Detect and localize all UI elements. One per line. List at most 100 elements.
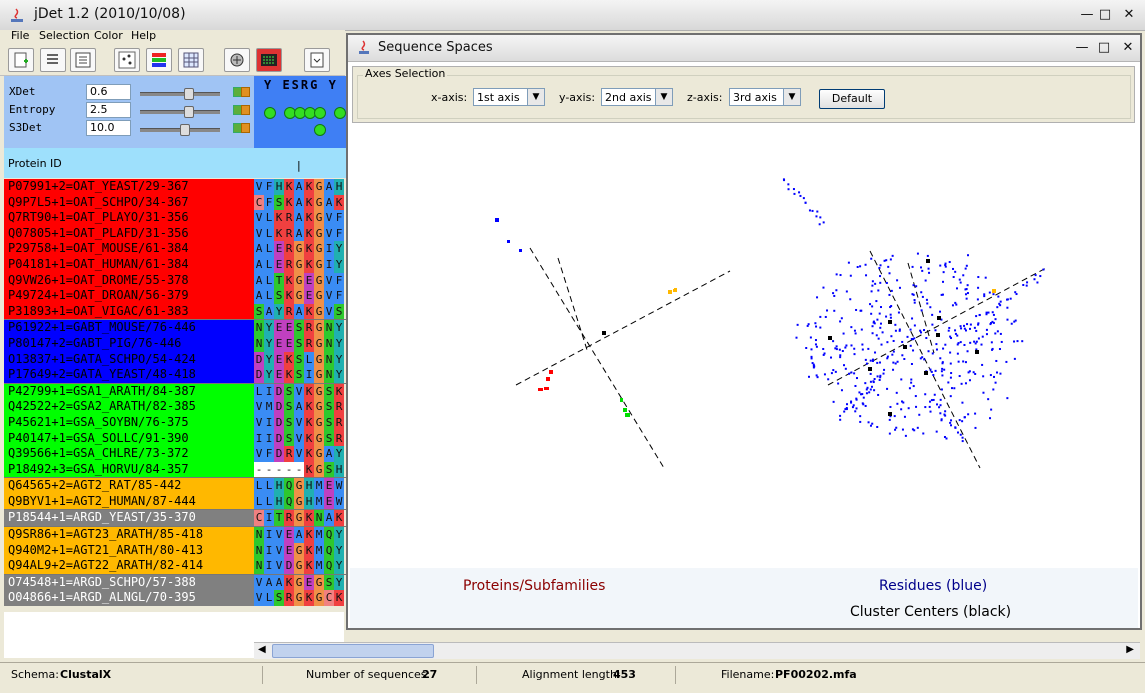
protein-id[interactable]: P18492+3=GSA_HORVU/84-357 [4, 461, 254, 478]
open-list-button[interactable] [40, 48, 66, 72]
table-row[interactable]: Q39566+1=GSA_CHLRE/73-372 V F D R V K G A Y [4, 446, 346, 462]
table-row[interactable]: P04181+1=OAT_HUMAN/61-384 A L E R G K G I Y [4, 256, 346, 273]
table-row[interactable]: P49724+1=OAT_DROAN/56-379 A L S K G E G V F [4, 288, 346, 304]
table-row[interactable]: Q64565+2=AGT2_RAT/85-442 L L H Q G H M E W [4, 478, 346, 494]
dialog-minimize-icon[interactable]: — [1075, 40, 1089, 55]
table-row[interactable]: P40147+1=GSA_SOLLC/91-390 I I D S V K G S R [4, 430, 346, 447]
s3det-slider[interactable] [140, 124, 220, 136]
xdet-slider-knob[interactable] [184, 88, 194, 100]
scroll-right-icon[interactable]: ▶ [1126, 644, 1134, 655]
table-row[interactable]: O74548+1=ARGD_SCHPO/57-388 V A A K G E G S Y [4, 574, 346, 591]
table-row[interactable]: Q94AL9+2=AGT22_ARATH/82-414 N I V D G K M Q Y [4, 558, 346, 574]
table-row[interactable]: P45621+1=GSA_SOYBN/76-375 V I D S V K G S R [4, 414, 346, 431]
tree-button[interactable] [224, 48, 250, 72]
dialog-maximize-icon[interactable]: □ [1097, 40, 1111, 55]
chevron-down-icon[interactable]: ▼ [527, 89, 544, 105]
main-title-bar[interactable]: jDet 1.2 (2010/10/08) — □ ✕ [0, 0, 1145, 31]
sequence-space-plot[interactable] [350, 123, 1138, 568]
menu-selection[interactable]: Selection [39, 29, 90, 42]
protein-id[interactable]: Q9P7L5+1=OAT_SCHPO/34-367 [4, 194, 254, 211]
scroll-left-icon[interactable]: ◀ [258, 644, 266, 655]
protein-id[interactable]: P49724+1=OAT_DROAN/56-379 [4, 288, 254, 304]
protein-id[interactable]: O74548+1=ARGD_SCHPO/57-388 [4, 574, 254, 591]
protein-id[interactable]: P18544+1=ARGD_YEAST/35-370 [4, 510, 254, 527]
protein-id[interactable]: P07991+2=OAT_YEAST/29-367 [4, 179, 254, 195]
s3det-remove-icon[interactable] [241, 123, 250, 133]
y-axis-select[interactable]: 2nd axis ▼ [601, 88, 673, 106]
table-view-button[interactable] [178, 48, 204, 72]
s3det-input[interactable]: 10.0 [86, 120, 131, 136]
table-row[interactable]: P61922+1=GABT_MOUSE/76-446 N Y E E S R G N Y [4, 320, 346, 336]
close-icon[interactable]: ✕ [1123, 7, 1135, 22]
save-list-button[interactable] [70, 48, 96, 72]
color-bars-button[interactable] [146, 48, 172, 72]
table-row[interactable]: P17649+2=GATA_YEAST/48-418 D Y E K S I G N Y [4, 367, 346, 383]
protein-id[interactable]: Q9VW26+1=OAT_DROME/55-378 [4, 272, 254, 289]
menu-color[interactable]: Color [94, 29, 123, 42]
protein-id[interactable]: P40147+1=GSA_SOLLC/91-390 [4, 430, 254, 447]
table-row[interactable]: Q07805+1=OAT_PLAFD/31-356 V L K R A K G V F [4, 225, 346, 242]
menu-file[interactable]: File [11, 29, 30, 42]
dialog-title-bar[interactable]: Sequence Spaces — □ ✕ [348, 35, 1140, 62]
table-row[interactable]: P18544+1=ARGD_YEAST/35-370 C I T R G K N A K [4, 510, 346, 527]
table-row[interactable]: Q7RT90+1=OAT_PLAYO/31-356 V L K R A K G V F [4, 210, 346, 226]
xdet-slider[interactable] [140, 88, 220, 100]
chevron-down-icon[interactable]: ▼ [655, 89, 672, 105]
export-button[interactable] [304, 48, 330, 72]
protein-id[interactable]: P31893+1=OAT_VIGAC/61-383 [4, 303, 254, 320]
entropy-input[interactable]: 2.5 [86, 102, 131, 118]
s3det-slider-knob[interactable] [180, 124, 190, 136]
protein-id[interactable]: P80147+2=GABT_PIG/76-446 [4, 335, 254, 352]
protein-id[interactable]: P04181+1=OAT_HUMAN/61-384 [4, 256, 254, 273]
x-axis-select[interactable]: 1st axis ▼ [473, 88, 545, 106]
protein-id[interactable]: P45621+1=GSA_SOYBN/76-375 [4, 414, 254, 431]
table-row[interactable]: O13837+1=GATA_SCHPO/54-424 D Y E K S L G N Y [4, 351, 346, 368]
table-row[interactable]: Q42522+2=GSA2_ARATH/82-385 V M D S A K G S R [4, 399, 346, 415]
protein-id[interactable]: Q42522+2=GSA2_ARATH/82-385 [4, 399, 254, 415]
scatter-view-button[interactable] [114, 48, 140, 72]
z-axis-select[interactable]: 3rd axis ▼ [729, 88, 801, 106]
table-row[interactable]: P07991+2=OAT_YEAST/29-367 V F H K A K G A H [4, 179, 346, 195]
protein-id[interactable]: Q64565+2=AGT2_RAT/85-442 [4, 478, 254, 494]
table-row[interactable]: O04866+1=ARGD_ALNGL/70-395 V L S R G K G C K [4, 590, 346, 607]
horizontal-scroll-thumb[interactable] [272, 644, 434, 658]
table-row[interactable]: Q9BYV1+1=AGT2_HUMAN/87-444 L L H Q G H M E W [4, 493, 346, 510]
protein-id[interactable]: O04866+1=ARGD_ALNGL/70-395 [4, 590, 254, 607]
default-button[interactable]: Default [819, 89, 885, 109]
table-row[interactable]: Q9P7L5+1=OAT_SCHPO/34-367 C F S K A K G A K [4, 194, 346, 211]
horizontal-scrollbar[interactable]: ◀ ▶ [254, 642, 1140, 659]
table-row[interactable]: P31893+1=OAT_VIGAC/61-383 S A Y R A K G V S [4, 303, 346, 320]
protein-id[interactable]: P42799+1=GSA1_ARATH/84-387 [4, 383, 254, 400]
table-row[interactable]: Q940M2+1=AGT21_ARATH/80-413 N I V E G K M Q Y [4, 542, 346, 559]
protein-id[interactable]: Q07805+1=OAT_PLAFD/31-356 [4, 225, 254, 242]
entropy-slider[interactable] [140, 106, 220, 118]
protein-id[interactable]: Q9BYV1+1=AGT2_HUMAN/87-444 [4, 493, 254, 510]
chevron-down-icon[interactable]: ▼ [783, 89, 800, 105]
table-row[interactable]: P29758+1=OAT_MOUSE/61-384 A L E R G K G I Y [4, 241, 346, 257]
new-file-button[interactable] [8, 48, 34, 72]
table-row[interactable]: Q9SR86+1=AGT23_ARATH/85-418 N I V E A K M Q Y [4, 527, 346, 543]
protein-id[interactable]: Q39566+1=GSA_CHLRE/73-372 [4, 446, 254, 462]
entropy-remove-icon[interactable] [241, 105, 250, 115]
dialog-close-icon[interactable]: ✕ [1122, 40, 1134, 55]
protein-id[interactable]: P17649+2=GATA_YEAST/48-418 [4, 367, 254, 383]
protein-id[interactable]: P61922+1=GABT_MOUSE/76-446 [4, 320, 254, 336]
minimize-icon[interactable]: — [1080, 7, 1094, 22]
residue-cell: C [254, 510, 264, 527]
xdet-remove-icon[interactable] [241, 87, 250, 97]
maximize-icon[interactable]: □ [1098, 7, 1112, 22]
table-row[interactable]: P80147+2=GABT_PIG/76-446 N Y E E S R G N Y [4, 335, 346, 352]
table-row[interactable]: P18492+3=GSA_HORVU/84-357- - - - - K G S H [4, 461, 346, 478]
protein-id[interactable]: Q9SR86+1=AGT23_ARATH/85-418 [4, 527, 254, 543]
protein-id[interactable]: Q7RT90+1=OAT_PLAYO/31-356 [4, 210, 254, 226]
table-row[interactable]: Q9VW26+1=OAT_DROME/55-378 A L T K G E G V F [4, 272, 346, 289]
protein-id[interactable]: O13837+1=GATA_SCHPO/54-424 [4, 351, 254, 368]
xdet-input[interactable]: 0.6 [86, 84, 131, 100]
menu-help[interactable]: Help [131, 29, 157, 42]
table-row[interactable]: P42799+1=GSA1_ARATH/84-387 L I D S V K G S K [4, 383, 346, 400]
entropy-slider-knob[interactable] [184, 106, 194, 118]
protein-id[interactable]: Q94AL9+2=AGT22_ARATH/82-414 [4, 558, 254, 574]
sequence-color-button[interactable] [256, 48, 282, 72]
protein-id[interactable]: Q940M2+1=AGT21_ARATH/80-413 [4, 542, 254, 559]
protein-id[interactable]: P29758+1=OAT_MOUSE/61-384 [4, 241, 254, 257]
